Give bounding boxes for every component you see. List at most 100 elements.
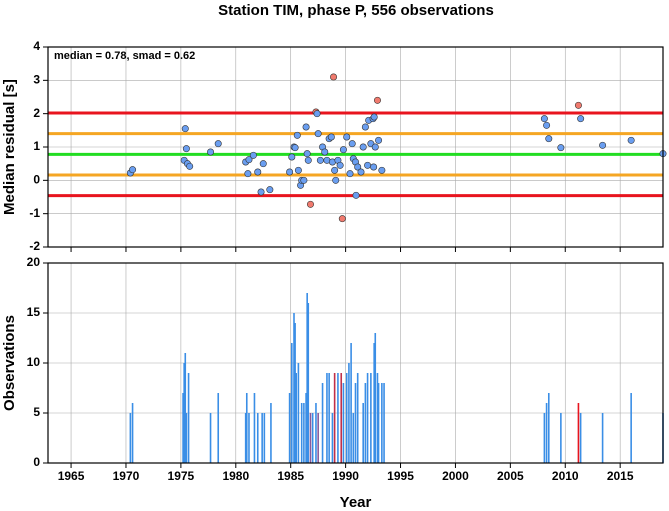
point — [352, 191, 360, 199]
point — [293, 131, 301, 139]
bar — [356, 373, 359, 463]
point — [266, 186, 274, 194]
bar — [300, 403, 303, 463]
point — [303, 150, 311, 158]
bar — [288, 393, 291, 463]
point — [182, 145, 190, 153]
point — [316, 156, 324, 164]
point — [364, 161, 372, 169]
bar — [543, 413, 546, 463]
bar — [350, 343, 352, 463]
bar — [183, 363, 185, 463]
bar — [295, 373, 297, 463]
point — [557, 144, 565, 152]
point — [314, 130, 322, 138]
bar — [601, 413, 604, 463]
bar — [381, 383, 383, 463]
bar — [545, 403, 548, 463]
y-tick-label: -2 — [29, 239, 40, 253]
bar — [348, 363, 350, 463]
point — [304, 156, 312, 164]
point — [254, 168, 262, 176]
bar — [345, 373, 348, 463]
bar — [560, 413, 562, 463]
bar — [244, 413, 247, 463]
x-tick-label: 1985 — [277, 469, 304, 483]
bar — [373, 343, 375, 463]
bar — [270, 403, 272, 463]
bar — [383, 383, 385, 463]
bar — [315, 403, 317, 463]
bar — [294, 323, 296, 463]
chart-title: Station TIM, phase P, 556 observations — [218, 2, 494, 19]
bar — [577, 403, 580, 463]
bar — [547, 393, 550, 463]
point — [214, 140, 222, 148]
point — [338, 215, 346, 223]
bar — [352, 413, 355, 463]
point — [346, 170, 354, 178]
bar — [303, 403, 305, 463]
point — [577, 115, 585, 123]
y-tick-label: 4 — [33, 39, 40, 53]
y-tick-label: 0 — [33, 455, 40, 469]
point — [339, 146, 347, 154]
plot-frame — [47, 46, 664, 248]
bar — [579, 413, 582, 463]
y-tick-label: 15 — [27, 305, 41, 319]
bar — [630, 393, 632, 463]
point — [373, 96, 381, 104]
y-tick-label: 5 — [33, 405, 40, 419]
point — [348, 140, 356, 148]
point — [186, 162, 194, 170]
point — [574, 101, 582, 109]
point — [332, 176, 340, 184]
bar — [337, 373, 339, 463]
bar — [182, 393, 184, 463]
y-tick-label: 10 — [27, 355, 41, 369]
bar — [366, 373, 369, 463]
point — [306, 200, 314, 208]
bar — [263, 413, 266, 463]
bar — [307, 303, 310, 463]
point — [257, 188, 265, 196]
point — [286, 168, 294, 176]
bar — [129, 413, 132, 463]
point — [288, 153, 296, 161]
point — [378, 166, 386, 174]
point — [330, 73, 338, 81]
point — [331, 166, 339, 174]
point — [327, 133, 335, 141]
point — [375, 136, 383, 144]
bar — [248, 413, 250, 463]
point — [313, 110, 321, 118]
point — [599, 141, 607, 149]
y-tick-label: 1 — [33, 139, 40, 153]
bar — [309, 413, 312, 463]
y-tick-label: 3 — [33, 73, 40, 87]
point — [207, 148, 215, 156]
point — [244, 170, 252, 178]
bar — [354, 383, 357, 463]
x-tick-label: 1970 — [113, 469, 140, 483]
point — [321, 148, 329, 156]
bar — [293, 313, 295, 463]
point — [259, 160, 267, 168]
bar — [376, 373, 379, 463]
point — [294, 166, 302, 174]
point — [249, 151, 257, 159]
bar — [305, 393, 307, 463]
bar — [261, 413, 263, 463]
y-tick-label: 0 — [33, 173, 40, 187]
plot-frame — [47, 262, 664, 464]
x-axis-title: Year — [340, 494, 372, 511]
bar — [131, 403, 134, 463]
point — [129, 166, 137, 174]
point — [359, 143, 367, 151]
bar — [340, 373, 343, 463]
bar — [184, 353, 187, 463]
point — [370, 113, 378, 121]
point — [357, 168, 365, 176]
bar — [377, 383, 380, 463]
x-tick-label: 2005 — [497, 469, 524, 483]
